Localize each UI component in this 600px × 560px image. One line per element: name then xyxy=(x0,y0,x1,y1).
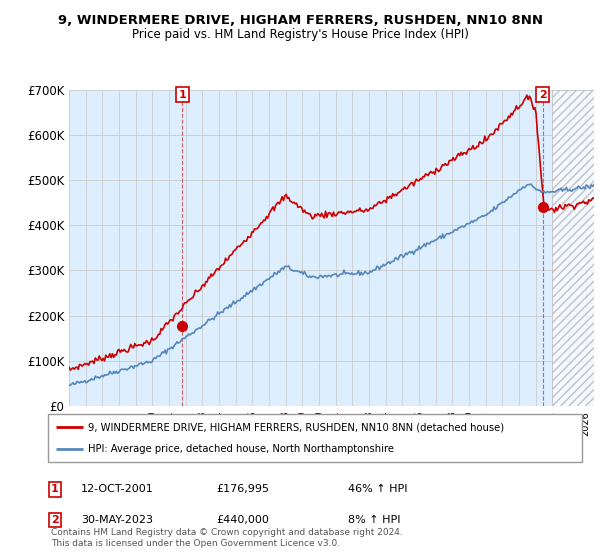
Text: 46% ↑ HPI: 46% ↑ HPI xyxy=(348,484,407,494)
Text: 9, WINDERMERE DRIVE, HIGHAM FERRERS, RUSHDEN, NN10 8NN: 9, WINDERMERE DRIVE, HIGHAM FERRERS, RUS… xyxy=(58,14,542,27)
Text: 1: 1 xyxy=(51,484,59,494)
Text: 1: 1 xyxy=(178,90,186,100)
Text: Contains HM Land Registry data © Crown copyright and database right 2024.
This d: Contains HM Land Registry data © Crown c… xyxy=(51,528,403,548)
Text: Price paid vs. HM Land Registry's House Price Index (HPI): Price paid vs. HM Land Registry's House … xyxy=(131,28,469,41)
FancyBboxPatch shape xyxy=(48,414,582,462)
Text: £176,995: £176,995 xyxy=(216,484,269,494)
Text: 2: 2 xyxy=(51,515,59,525)
Text: 2: 2 xyxy=(539,90,547,100)
Text: £440,000: £440,000 xyxy=(216,515,269,525)
Text: 30-MAY-2023: 30-MAY-2023 xyxy=(81,515,153,525)
Text: HPI: Average price, detached house, North Northamptonshire: HPI: Average price, detached house, Nort… xyxy=(88,444,394,454)
Text: 12-OCT-2001: 12-OCT-2001 xyxy=(81,484,154,494)
Text: 9, WINDERMERE DRIVE, HIGHAM FERRERS, RUSHDEN, NN10 8NN (detached house): 9, WINDERMERE DRIVE, HIGHAM FERRERS, RUS… xyxy=(88,422,504,432)
Text: 8% ↑ HPI: 8% ↑ HPI xyxy=(348,515,401,525)
